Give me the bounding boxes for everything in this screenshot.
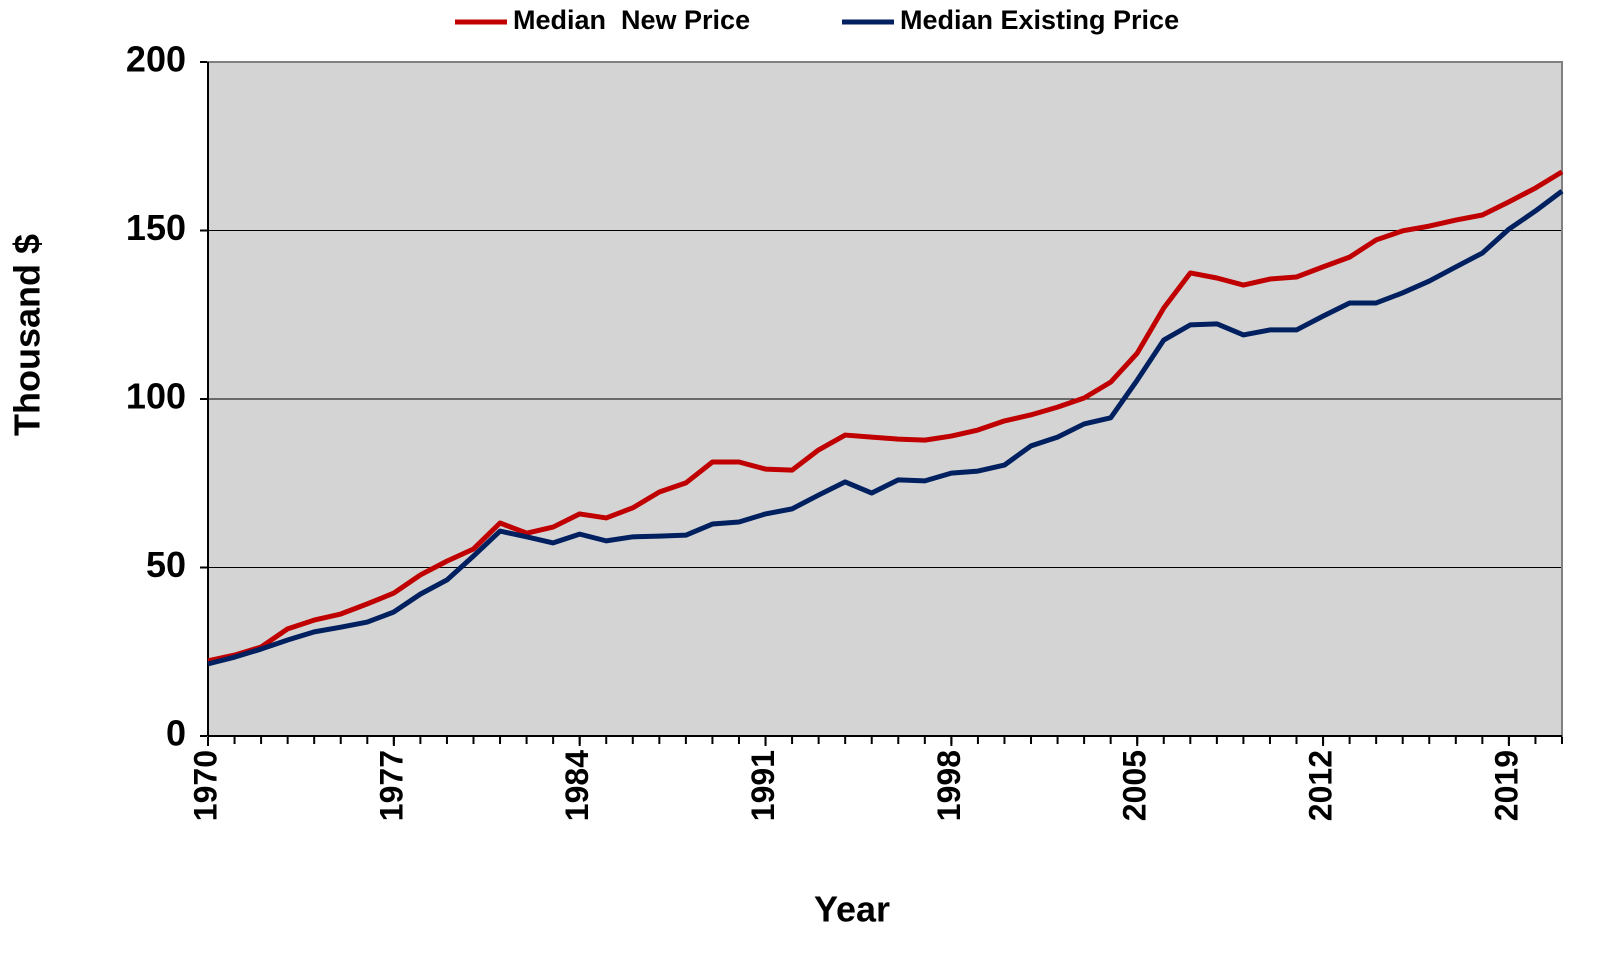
x-tick-label: 2012 (1303, 750, 1339, 821)
x-tick-label: 1977 (373, 750, 409, 821)
y-axis-title: Thousand $ (7, 234, 48, 436)
y-tick-label: 0 (166, 713, 186, 754)
x-tick-label: 1984 (559, 750, 595, 821)
y-tick-label: 150 (126, 207, 186, 248)
y-tick-label: 100 (126, 376, 186, 417)
x-tick-label: 1998 (931, 750, 967, 821)
x-axis-title: Year (814, 889, 890, 930)
x-tick-label: 2005 (1117, 750, 1153, 821)
x-tick-label: 2019 (1488, 750, 1524, 821)
x-tick-label: 1991 (745, 750, 781, 821)
y-tick-label: 50 (146, 544, 186, 585)
y-tick-label: 200 (126, 39, 186, 80)
line-series (207, 189, 1564, 667)
legend-label: Median New Price (513, 5, 750, 35)
legend-label: Median Existing Price (900, 5, 1179, 35)
line-series (207, 169, 1564, 664)
x-tick-label: 1970 (187, 750, 223, 821)
